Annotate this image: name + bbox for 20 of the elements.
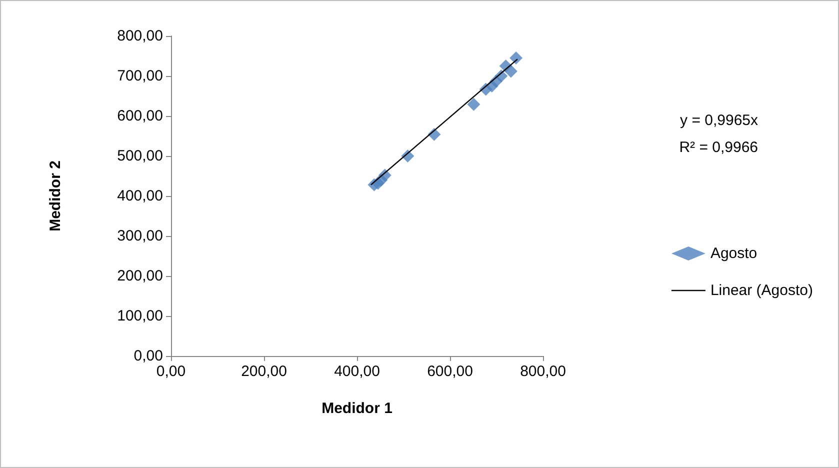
y-tick-label: 200,00 [117, 268, 163, 284]
y-tick-label: 500,00 [117, 148, 163, 164]
x-tick-label: 400,00 [334, 363, 380, 380]
x-tick-label: 0,00 [156, 363, 186, 380]
x-tick-label: 600,00 [427, 363, 473, 380]
text: R² = 0,9966 [679, 139, 758, 156]
y-tick-label: 600,00 [117, 108, 163, 124]
y-axis-title: Medidor 2 [47, 160, 64, 232]
y-tick-label: 400,00 [117, 188, 163, 204]
x-axis-title: Medidor 1 [322, 400, 392, 417]
x-tick-label: 800,00 [520, 363, 566, 380]
y-tick-label: 700,00 [117, 68, 163, 84]
x-tick-label: 200,00 [241, 363, 287, 380]
text: y = 0,9965x [680, 112, 758, 129]
legend-label: Agosto [710, 245, 758, 262]
y-tick-label: 300,00 [117, 228, 163, 244]
y-tick-label: 800,00 [117, 28, 163, 44]
y-tick-label: 0,00 [134, 348, 163, 364]
y-tick-label: 100,00 [117, 308, 163, 324]
legend-label: Linear (Agosto) [710, 282, 814, 299]
